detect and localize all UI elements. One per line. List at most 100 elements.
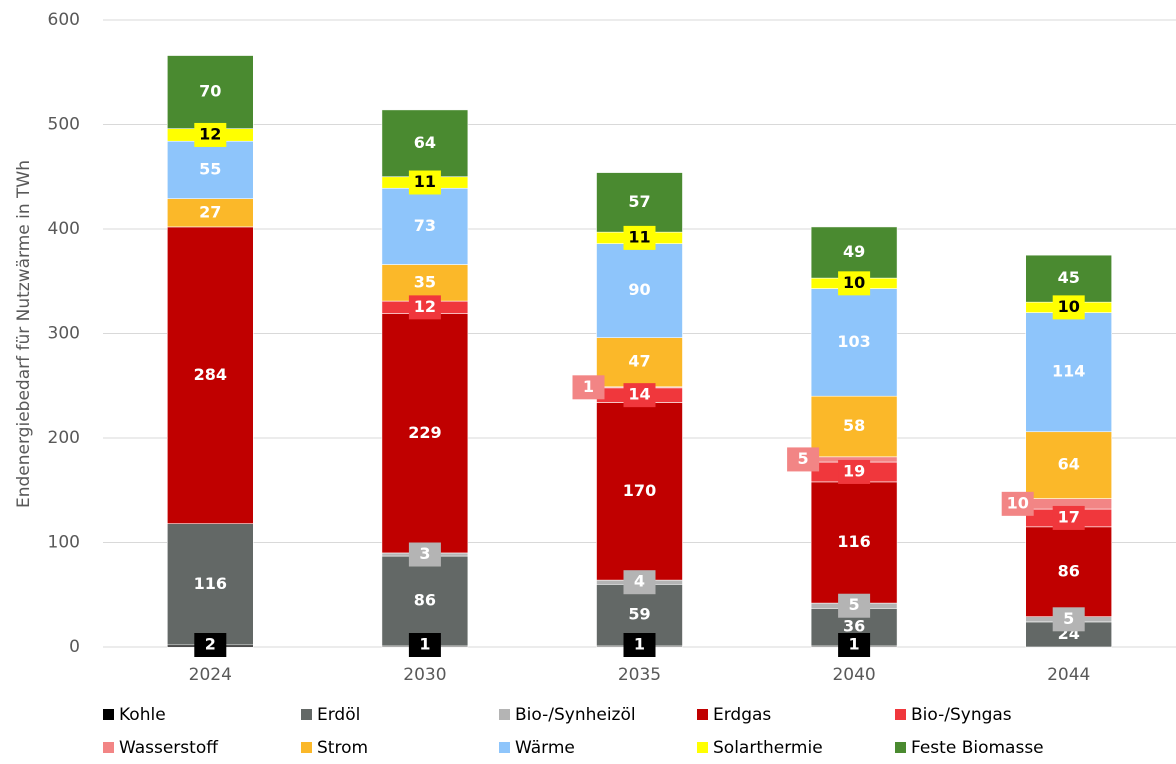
legend-label: Wasserstoff <box>119 738 219 758</box>
value-label: 2 <box>205 635 216 654</box>
value-label-box <box>572 375 605 400</box>
bar-segment <box>1025 254 1112 303</box>
value-label: 116 <box>837 532 870 551</box>
value-label: 114 <box>1052 362 1085 381</box>
legend-swatch <box>499 742 510 753</box>
legend-label: Strom <box>317 738 368 758</box>
value-label-box <box>787 447 820 472</box>
value-label: 59 <box>628 605 650 624</box>
value-label: 49 <box>843 242 865 261</box>
value-label: 10 <box>1007 493 1029 512</box>
value-label-box <box>1052 607 1085 632</box>
bar-segment <box>810 481 898 604</box>
bar-segment <box>596 172 683 233</box>
legend-label: Erdgas <box>713 705 771 725</box>
legend-label: Bio-/Syngas <box>911 705 1012 725</box>
value-label: 3 <box>419 544 430 563</box>
bar-segment <box>596 337 683 388</box>
bar-segment <box>381 313 469 554</box>
legend-swatch <box>301 742 312 753</box>
x-tick-label: 2030 <box>403 665 446 685</box>
y-tick-label: 0 <box>69 637 80 657</box>
value-label-box <box>408 633 441 657</box>
legend-label: Kohle <box>119 705 166 725</box>
value-label: 11 <box>414 172 436 191</box>
value-label: 10 <box>843 273 865 292</box>
value-label: 73 <box>414 216 436 235</box>
legend-swatch <box>499 709 510 720</box>
legend-label: Erdöl <box>317 705 360 725</box>
value-label: 35 <box>414 272 436 291</box>
value-label: 27 <box>199 202 221 221</box>
bar-segment <box>1025 312 1112 433</box>
value-label-box <box>838 271 871 296</box>
value-label-box <box>838 459 871 484</box>
value-label: 90 <box>628 280 650 299</box>
legend-label: Wärme <box>515 738 575 758</box>
legend-swatch <box>697 742 708 753</box>
value-label-box <box>194 122 227 147</box>
legend-label: Bio-/Synheizöl <box>515 705 636 725</box>
bar-segment <box>167 226 254 524</box>
value-label: 284 <box>194 365 227 384</box>
bar-segment <box>381 264 469 302</box>
value-label: 17 <box>1058 507 1080 526</box>
value-label-box <box>194 633 227 657</box>
legend-label: Feste Biomasse <box>911 738 1044 758</box>
bar-segment <box>167 198 254 228</box>
y-tick-label: 100 <box>48 533 80 553</box>
value-label: 12 <box>414 297 436 316</box>
bar-segment <box>167 140 254 199</box>
value-label: 86 <box>414 591 436 610</box>
value-label: 58 <box>843 416 865 435</box>
value-label: 55 <box>199 159 221 178</box>
value-label: 12 <box>199 124 221 143</box>
value-label: 103 <box>837 332 870 351</box>
value-label: 70 <box>199 82 221 101</box>
value-label: 57 <box>628 192 650 211</box>
value-label: 11 <box>628 227 650 246</box>
legend-swatch <box>895 742 906 753</box>
y-tick-label: 600 <box>48 10 80 30</box>
value-label-box <box>408 170 441 195</box>
value-label-box <box>623 570 656 595</box>
bar-segment <box>381 109 469 178</box>
bar-segment <box>596 243 683 338</box>
value-label: 170 <box>623 481 656 500</box>
legend-swatch <box>301 709 312 720</box>
value-label-box <box>408 542 441 567</box>
bar-segment <box>381 187 469 265</box>
value-label-box <box>623 225 656 250</box>
legend-swatch <box>697 709 708 720</box>
y-tick-label: 300 <box>48 324 80 344</box>
value-label: 1 <box>583 377 594 396</box>
value-label: 64 <box>414 133 436 152</box>
value-label: 1 <box>419 635 430 654</box>
value-label-box <box>1001 491 1034 516</box>
value-label: 5 <box>1063 609 1074 628</box>
bar-segment <box>167 55 254 129</box>
value-label-box <box>623 633 656 657</box>
value-label: 45 <box>1058 268 1080 287</box>
value-label: 116 <box>194 574 227 593</box>
bar-segment <box>810 288 898 397</box>
value-label: 1 <box>634 635 645 654</box>
y-tick-label: 200 <box>48 428 80 448</box>
y-axis-title: Endenergiebedarf für Nutzwärme in TWh <box>14 160 34 508</box>
value-label-box <box>1052 505 1085 530</box>
value-label: 5 <box>849 595 860 614</box>
value-label: 229 <box>408 423 441 442</box>
value-label: 14 <box>628 385 650 404</box>
bar-segment <box>596 402 683 581</box>
value-label: 4 <box>634 572 645 591</box>
value-label: 19 <box>843 461 865 480</box>
value-label: 47 <box>628 352 650 371</box>
value-label-box <box>838 633 871 657</box>
x-tick-label: 2035 <box>618 665 661 685</box>
bar-segment <box>1025 431 1112 499</box>
legend-label: Solarthermie <box>713 738 823 758</box>
value-label-box <box>838 593 871 618</box>
x-tick-label: 2040 <box>832 665 875 685</box>
value-label-box <box>1052 295 1085 320</box>
